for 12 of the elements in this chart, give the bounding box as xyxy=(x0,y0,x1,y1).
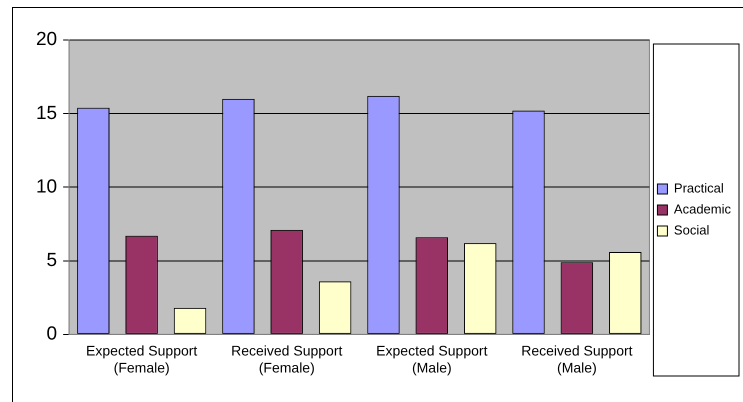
y-tick-label: 15 xyxy=(36,102,58,124)
y-tick-label: 20 xyxy=(36,29,58,50)
x-tick-label: Received Support (Female) xyxy=(231,342,342,376)
x-tick-label: Expected Support (Male) xyxy=(376,342,488,376)
y-tick-label: 5 xyxy=(46,250,58,272)
x-tick-label: Expected Support (Female) xyxy=(86,342,198,376)
legend-label: Academic xyxy=(674,202,732,217)
y-tick-label: 0 xyxy=(46,324,58,345)
legend-label: Social xyxy=(674,222,710,238)
y-tick-label: 10 xyxy=(36,176,58,198)
legend-label: Practical xyxy=(674,180,724,196)
x-tick-label: Received Support (Male) xyxy=(521,342,633,376)
